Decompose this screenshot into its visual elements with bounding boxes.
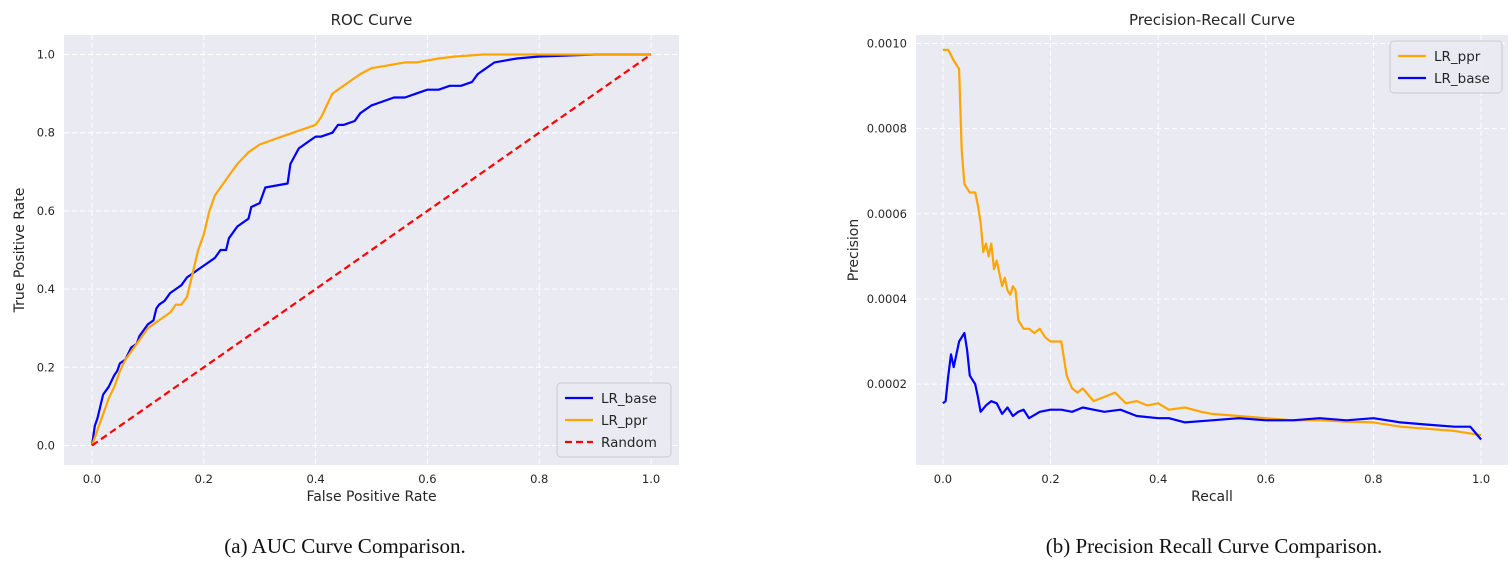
legend-box — [1389, 40, 1503, 94]
pr-series — [942, 48, 1482, 441]
x-tick-label: 0.4 — [1149, 472, 1167, 486]
pr-grid — [916, 35, 1508, 465]
pr-caption: (b) Precision Recall Curve Comparison. — [1046, 534, 1383, 558]
y-tick-label: 0.0006 — [867, 207, 907, 221]
series-line-random — [91, 53, 652, 447]
y-tick-label: 0.0002 — [867, 377, 907, 391]
roc-grid — [64, 35, 679, 465]
roc-legend: LR_base LR_ppr Random — [556, 382, 672, 458]
series-line-lr-ppr — [942, 48, 1482, 437]
x-tick-label: 0.6 — [1257, 472, 1275, 486]
x-tick-label: 1.0 — [642, 472, 660, 486]
y-tick-label: 0.2 — [37, 360, 55, 374]
roc-series — [90, 53, 652, 447]
x-tick-label: 0.0 — [934, 472, 952, 486]
y-tick-label: 0.8 — [37, 126, 55, 140]
legend-label: LR_ppr — [601, 413, 648, 429]
x-tick-label: 0.8 — [530, 472, 548, 486]
y-tick-label: 0.4 — [37, 282, 55, 296]
pr-plot-area — [916, 35, 1508, 465]
series-line-lr-base — [90, 53, 651, 446]
pr-legend: LR_ppr LR_base — [1389, 40, 1503, 94]
pr-y-axis-label: Precision — [846, 219, 862, 281]
y-tick-label: 0.0004 — [867, 292, 907, 306]
legend-label: LR_ppr — [1434, 49, 1481, 65]
x-tick-label: 0.4 — [306, 472, 324, 486]
legend-label: Random — [601, 435, 657, 451]
roc-caption: (a) AUC Curve Comparison. — [224, 534, 465, 558]
pr-ticks: 0.0 0.2 0.4 0.6 0.8 1.0 0.0002 0.0004 0.0006 0.00… — [867, 37, 1490, 486]
x-tick-label: 0.0 — [83, 472, 101, 486]
y-tick-label: 0.0010 — [867, 37, 907, 51]
legend-box — [556, 382, 672, 458]
pr-panel: 0.0 0.2 0.4 0.6 0.8 1.0 0.0002 0.0004 0.0006 0.00… — [846, 11, 1508, 558]
roc-ticks: 0.0 0.2 0.4 0.6 0.8 1.0 0.0 0.2 0.4 0.6 0.8 1.0 — [37, 48, 660, 486]
legend-label: LR_base — [601, 391, 657, 407]
roc-x-axis-label: False Positive Rate — [306, 489, 436, 505]
x-tick-label: 0.8 — [1364, 472, 1382, 486]
y-tick-label: 1.0 — [37, 48, 55, 62]
y-tick-label: 0.6 — [37, 204, 55, 218]
series-line-lr-base — [942, 331, 1482, 441]
x-tick-label: 0.6 — [418, 472, 436, 486]
x-tick-label: 0.2 — [195, 472, 213, 486]
y-tick-label: 0.0008 — [867, 122, 907, 136]
pr-title: Precision-Recall Curve — [1129, 11, 1295, 29]
x-tick-label: 0.2 — [1041, 472, 1059, 486]
pr-x-axis-label: Recall — [1191, 489, 1233, 505]
roc-panel: 0.0 0.2 0.4 0.6 0.8 1.0 0.0 0.2 0.4 0.6 0.8 1.0 ROC… — [12, 11, 679, 558]
series-line-lr-ppr — [90, 53, 651, 446]
y-tick-label: 0.0 — [37, 438, 55, 452]
roc-title: ROC Curve — [331, 11, 413, 29]
legend-label: LR_base — [1434, 71, 1490, 87]
x-tick-label: 1.0 — [1472, 472, 1490, 486]
roc-y-axis-label: True Positive Rate — [12, 188, 28, 314]
